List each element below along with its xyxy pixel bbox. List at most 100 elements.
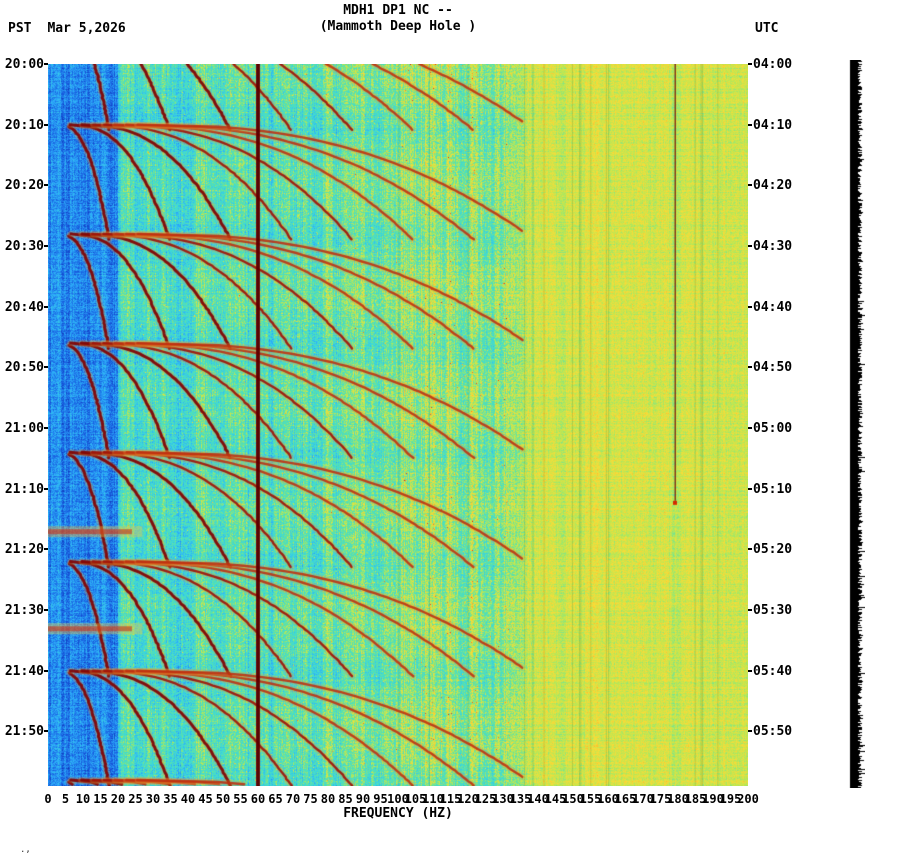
freq-tick-label: 90 <box>355 792 371 806</box>
freq-tick-label: 95 <box>373 792 388 806</box>
freq-tick-label: 10 <box>75 792 91 806</box>
plot-title-line1: MDH1 DP1 NC -- <box>343 3 453 18</box>
utc-time-label: 05:10 <box>753 481 793 497</box>
time-tick-mark <box>44 366 48 369</box>
time-tick-mark <box>748 366 752 369</box>
freq-tick-label: 140 <box>527 792 549 806</box>
time-tick-mark <box>44 245 48 248</box>
corner-artifact: ., <box>20 845 31 855</box>
time-tick-mark <box>748 245 752 248</box>
pst-time-label: 20:10 <box>4 117 44 133</box>
freq-tick-label: 160 <box>597 792 619 806</box>
time-tick-mark <box>748 184 752 187</box>
freq-tick-label: 105 <box>404 792 427 806</box>
time-tick-mark <box>44 669 48 672</box>
freq-tick-label: 40 <box>180 792 196 806</box>
freq-tick-label: 0 <box>44 792 52 806</box>
freq-tick-label: 125 <box>474 792 497 806</box>
freq-tick-label: 195 <box>719 792 742 806</box>
freq-tick-label: 135 <box>509 792 532 806</box>
time-tick-mark <box>748 487 752 490</box>
freq-tick-label: 55 <box>233 792 248 806</box>
pst-time-label: 20:20 <box>4 178 44 194</box>
freq-tick-label: 120 <box>457 792 479 806</box>
frequency-axis-title: FREQUENCY (HZ) <box>343 806 453 821</box>
time-tick-mark <box>44 305 48 308</box>
utc-time-label: 04:20 <box>753 178 793 194</box>
utc-time-label: 04:10 <box>753 117 793 133</box>
pst-time-label: 21:40 <box>4 663 44 679</box>
freq-tick-label: 70 <box>285 792 301 806</box>
pst-label: PST <box>8 21 32 36</box>
freq-tick-label: 25 <box>128 792 143 806</box>
plot-title-line2: (Mammoth Deep Hole ) <box>319 19 477 34</box>
pst-time-label: 21:10 <box>4 481 44 497</box>
pst-time-label: 20:00 <box>4 57 44 72</box>
left-header: PST Mar 5,2026 <box>8 21 126 36</box>
time-tick-mark <box>748 730 752 733</box>
freq-tick-label: 45 <box>198 792 213 806</box>
time-tick-mark <box>44 730 48 733</box>
freq-tick-label: 85 <box>338 792 353 806</box>
freq-tick-label: 180 <box>667 792 689 806</box>
time-tick-mark <box>748 305 752 308</box>
utc-time-label: 04:00 <box>753 57 793 72</box>
freq-tick-label: 175 <box>649 792 672 806</box>
time-tick-mark <box>748 427 752 430</box>
time-tick-mark <box>44 427 48 430</box>
freq-tick-label: 30 <box>145 792 161 806</box>
pst-time-label: 21:00 <box>4 421 44 437</box>
utc-time-label: 04:50 <box>753 360 793 376</box>
freq-tick-label: 60 <box>250 792 266 806</box>
freq-tick-label: 170 <box>632 792 654 806</box>
freq-tick-label: 130 <box>492 792 514 806</box>
spectrogram-heatmap <box>48 64 748 786</box>
time-tick-mark <box>748 123 752 126</box>
pst-time-label: 20:30 <box>4 239 44 255</box>
freq-tick-label: 190 <box>702 792 724 806</box>
pst-time-label: 21:20 <box>4 542 44 558</box>
freq-tick-label: 80 <box>320 792 336 806</box>
freq-tick-label: 145 <box>544 792 567 806</box>
freq-tick-label: 165 <box>614 792 637 806</box>
time-tick-mark <box>44 184 48 187</box>
time-tick-mark <box>748 548 752 551</box>
freq-tick-label: 115 <box>439 792 462 806</box>
utc-time-label: 05:30 <box>753 603 793 619</box>
utc-time-label: 05:50 <box>753 724 793 740</box>
freq-tick-label: 75 <box>303 792 318 806</box>
freq-tick-label: 200 <box>737 792 759 806</box>
freq-tick-label: 110 <box>422 792 444 806</box>
freq-tick-label: 185 <box>684 792 707 806</box>
time-tick-mark <box>44 487 48 490</box>
pst-time-label: 20:40 <box>4 299 44 315</box>
date-label: Mar 5,2026 <box>47 21 126 36</box>
time-tick-mark <box>44 123 48 126</box>
time-tick-mark <box>44 548 48 551</box>
time-tick-mark <box>748 669 752 672</box>
utc-time-label: 04:30 <box>753 239 793 255</box>
freq-tick-label: 5 <box>61 792 70 806</box>
pst-time-label: 20:50 <box>4 360 44 376</box>
pst-time-label: 21:50 <box>4 724 44 740</box>
time-tick-mark <box>748 63 752 65</box>
freq-tick-label: 50 <box>215 792 231 806</box>
freq-tick-label: 65 <box>268 792 283 806</box>
freq-tick-label: 20 <box>110 792 126 806</box>
freq-tick-label: 35 <box>163 792 178 806</box>
freq-tick-label: 155 <box>579 792 602 806</box>
seismic-amplitude-strip <box>849 60 865 788</box>
utc-time-label: 05:20 <box>753 542 793 558</box>
utc-label: UTC <box>755 21 779 36</box>
freq-tick-label: 15 <box>93 792 108 806</box>
utc-time-label: 05:00 <box>753 421 793 437</box>
freq-tick-label: 100 <box>387 792 409 806</box>
time-tick-mark <box>44 609 48 612</box>
utc-time-label: 05:40 <box>753 663 793 679</box>
utc-time-label: 04:40 <box>753 299 793 315</box>
time-tick-mark <box>44 63 48 65</box>
time-tick-mark <box>748 609 752 612</box>
freq-tick-label: 150 <box>562 792 584 806</box>
pst-time-label: 21:30 <box>4 603 44 619</box>
